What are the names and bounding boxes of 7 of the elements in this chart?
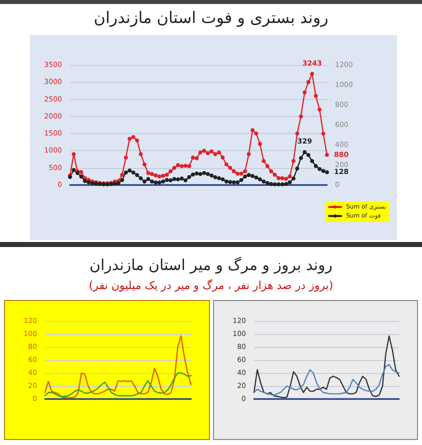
- line-series: [44, 335, 192, 398]
- line-series: [253, 364, 400, 396]
- chart-title: روند بستری و فوت استان مازندران: [92, 8, 330, 27]
- line-series: [253, 335, 400, 398]
- chart-subtitle: (بروز در صد هزار نفر ، مرگ و میر در یک میلیون نفر): [88, 279, 334, 292]
- chart-title: روند بروز و مرگ و میر استان مازندران: [88, 256, 334, 274]
- line-series: [44, 372, 192, 397]
